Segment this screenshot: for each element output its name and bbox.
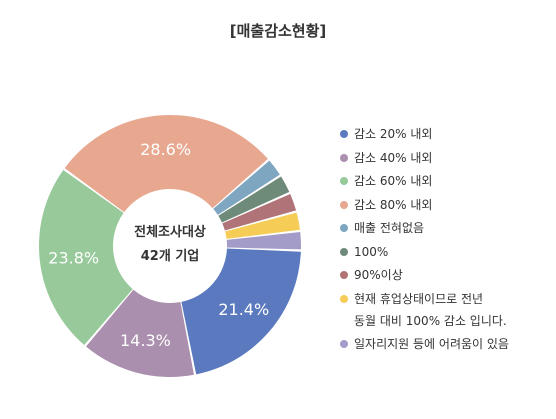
pie-slice-2 (85, 289, 194, 378)
legend-item-2: 감소 40% 내외 (340, 150, 552, 166)
legend-marker-3 (340, 177, 348, 185)
pie-slice-5 (213, 160, 280, 215)
legend-label-9: 일자리지원 등에 어려움이 있음 (354, 337, 509, 351)
slice-value-label-2: 14.3% (120, 331, 171, 350)
legend-marker-6 (340, 247, 348, 256)
pie-slice-4 (64, 115, 268, 213)
legend-label-4: 감소 80% 내외 (354, 197, 433, 212)
pie-slice-7 (222, 193, 297, 231)
legend-label-7: 90%이상 (354, 268, 403, 282)
legend-marker-5 (340, 224, 348, 232)
center-label-line-2: 42개 기업 (141, 249, 200, 264)
chart-title: [매출감소현황] (229, 22, 327, 40)
legend-item-9: 일자리지원 등에 어려움이 있음 (340, 336, 552, 352)
legend-marker-8 (340, 294, 348, 303)
legend-item-5: 매출 전혀없음 (340, 220, 552, 236)
legend-marker-2 (340, 153, 348, 162)
pie-slice-3 (39, 169, 133, 346)
legend-label-8-line-2: 동월 대비 100% 감소 입니다. (354, 313, 507, 328)
legend-label-6: 100% (354, 244, 389, 259)
legend-label-2: 감소 40% 내외 (354, 150, 433, 165)
legend-label-1: 감소 20% 내외 (354, 127, 433, 141)
legend-marker-9 (340, 340, 348, 348)
legend-marker-7 (340, 271, 348, 279)
legend-marker-4 (340, 200, 348, 209)
center-label-line-1: 전체조사대상 (134, 224, 206, 240)
legend-item-6: 100% (340, 244, 552, 260)
legend-label-8: 현재 휴업상태이므로 전년 (354, 291, 484, 306)
legend-item-3: 감소 60% 내외 (340, 173, 552, 189)
legend-label-3: 감소 60% 내외 (354, 174, 433, 188)
pie-slice-8 (225, 212, 300, 239)
pie-slice-1 (181, 248, 301, 375)
legend-item-4: 감소 80% 내외 (340, 197, 552, 213)
legend-item-1: 감소 20% 내외 (340, 126, 552, 142)
pie-slice-9 (226, 232, 301, 250)
slice-value-label-1: 21.4% (218, 300, 269, 319)
legend-marker-1 (340, 130, 348, 138)
pie-slice-6 (218, 176, 290, 223)
legend-label-5: 매출 전혀없음 (354, 221, 425, 235)
legend-item-7: 90%이상 (340, 267, 552, 283)
slice-value-label-4: 28.6% (140, 140, 191, 159)
slice-value-label-3: 23.8% (48, 249, 99, 268)
